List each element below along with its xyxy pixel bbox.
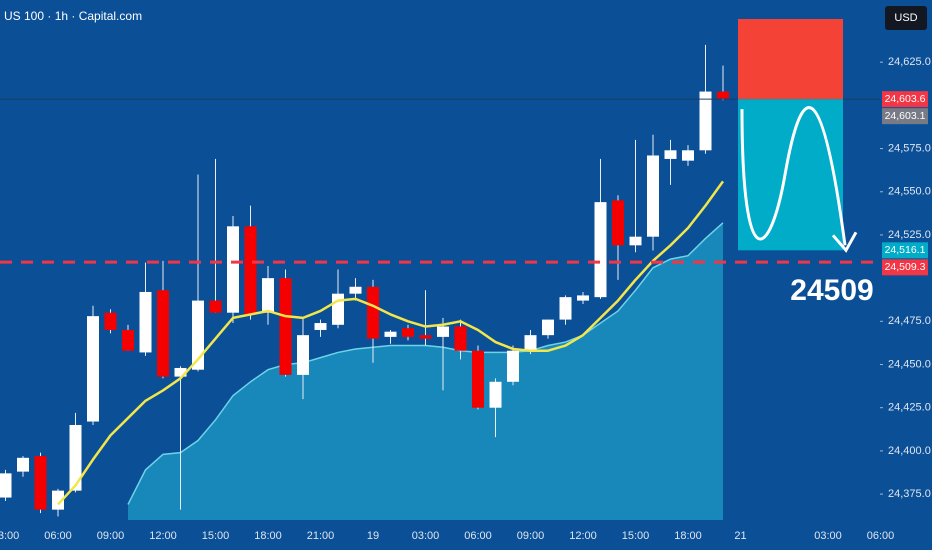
annotation: 24509 bbox=[790, 274, 873, 307]
x-tick-label: 06:00 bbox=[867, 530, 895, 542]
candle-body bbox=[559, 297, 572, 320]
candle-body bbox=[279, 278, 292, 375]
price-label: 24,603.6 bbox=[885, 93, 926, 105]
candle-body bbox=[472, 350, 484, 408]
candle-body bbox=[104, 312, 117, 330]
currency-label[interactable]: USD bbox=[894, 12, 917, 24]
price-axis: 24,625.0 24,575.0 24,550.0 24,525.0 24,475.0… bbox=[880, 56, 931, 500]
price-label: 24,603.1 bbox=[885, 110, 926, 122]
candle-body bbox=[664, 150, 677, 159]
candle-body bbox=[682, 150, 694, 161]
price-label-box bbox=[882, 242, 928, 259]
candle-body bbox=[122, 329, 134, 351]
x-tick-label: 15:00 bbox=[202, 530, 230, 542]
candle-body bbox=[157, 290, 169, 377]
candle-body bbox=[367, 286, 379, 339]
candle-body bbox=[402, 328, 414, 337]
y-tick-label: 24,375.0 bbox=[888, 488, 931, 500]
candle-body bbox=[139, 291, 152, 353]
candle-body bbox=[542, 319, 554, 336]
price-label-box bbox=[882, 91, 928, 108]
candle-body bbox=[384, 331, 397, 337]
target-zone bbox=[738, 99, 843, 251]
x-tick-label: 03:00 bbox=[412, 530, 440, 542]
area-series bbox=[128, 222, 723, 520]
x-tick-label: 12:00 bbox=[569, 530, 597, 542]
y-tick-label: 24,475.0 bbox=[888, 315, 931, 327]
price-label: 24,509.3 bbox=[885, 261, 926, 273]
projection-arrow bbox=[740, 106, 847, 246]
candle-body bbox=[17, 457, 29, 472]
candle-body bbox=[227, 226, 239, 313]
area-line bbox=[127, 222, 724, 505]
candle-body bbox=[594, 202, 607, 298]
x-tick-label: 09:00 bbox=[97, 530, 125, 542]
y-tick-label: 24,625.0 bbox=[888, 56, 931, 68]
candle-body bbox=[314, 323, 327, 330]
x-tick-label: 21 bbox=[734, 530, 746, 542]
candle-body bbox=[244, 226, 257, 315]
candle-body bbox=[437, 326, 449, 337]
candle-body bbox=[612, 200, 624, 246]
x-tick-label: 03:00 bbox=[0, 530, 19, 542]
candle-body bbox=[524, 335, 537, 351]
x-tick-label: 18:00 bbox=[254, 530, 282, 542]
candle-body bbox=[87, 316, 99, 422]
candle-body bbox=[174, 367, 187, 377]
moving-average bbox=[57, 180, 725, 506]
candle-body bbox=[717, 91, 729, 99]
x-tick-label: 06:00 bbox=[44, 530, 72, 542]
x-tick-label: 12:00 bbox=[149, 530, 177, 542]
candle-body bbox=[192, 300, 204, 370]
symbol-title: US 100 · 1h · Capital.com bbox=[4, 9, 142, 23]
x-tick-label: 21:00 bbox=[307, 530, 335, 542]
y-tick-label: 24,425.0 bbox=[888, 402, 931, 414]
stop-zone bbox=[738, 19, 843, 100]
candle-body bbox=[262, 278, 274, 313]
candle-body bbox=[209, 300, 222, 313]
candle-body bbox=[507, 350, 519, 382]
plot-area: 24509 bbox=[0, 19, 880, 520]
y-tick-label: 24,550.0 bbox=[888, 186, 931, 198]
candle-body bbox=[297, 335, 309, 375]
candle-body bbox=[349, 286, 362, 294]
candle-body bbox=[34, 456, 47, 510]
x-tick-label: 03:00 bbox=[814, 530, 842, 542]
y-tick-label: 24,450.0 bbox=[888, 358, 931, 370]
candle-body bbox=[647, 155, 659, 237]
x-tick-label: 15:00 bbox=[622, 530, 650, 542]
y-tick-label: 24,575.0 bbox=[888, 142, 931, 154]
candle-body bbox=[577, 295, 589, 301]
candle-body bbox=[69, 424, 82, 491]
price-label: 24,516.1 bbox=[885, 244, 926, 256]
x-tick-label: 19 bbox=[367, 530, 379, 542]
x-tick-label: 06:00 bbox=[464, 530, 492, 542]
price-label-box bbox=[882, 108, 928, 125]
candle-body bbox=[489, 381, 502, 408]
candle-body bbox=[332, 293, 344, 325]
candle-body bbox=[629, 236, 642, 246]
price-label-box bbox=[882, 259, 928, 276]
x-tick-label: 09:00 bbox=[517, 530, 545, 542]
arrow-head bbox=[831, 231, 858, 253]
y-tick-label: 24,400.0 bbox=[888, 445, 931, 457]
currency-button[interactable] bbox=[885, 6, 927, 30]
candle-body bbox=[454, 326, 467, 351]
candle-body bbox=[52, 490, 64, 510]
x-tick-label: 18:00 bbox=[674, 530, 702, 542]
y-tick-label: 24,525.0 bbox=[888, 229, 931, 241]
candle-body bbox=[699, 91, 712, 151]
candle-body bbox=[0, 473, 12, 498]
candle-body bbox=[419, 335, 432, 339]
